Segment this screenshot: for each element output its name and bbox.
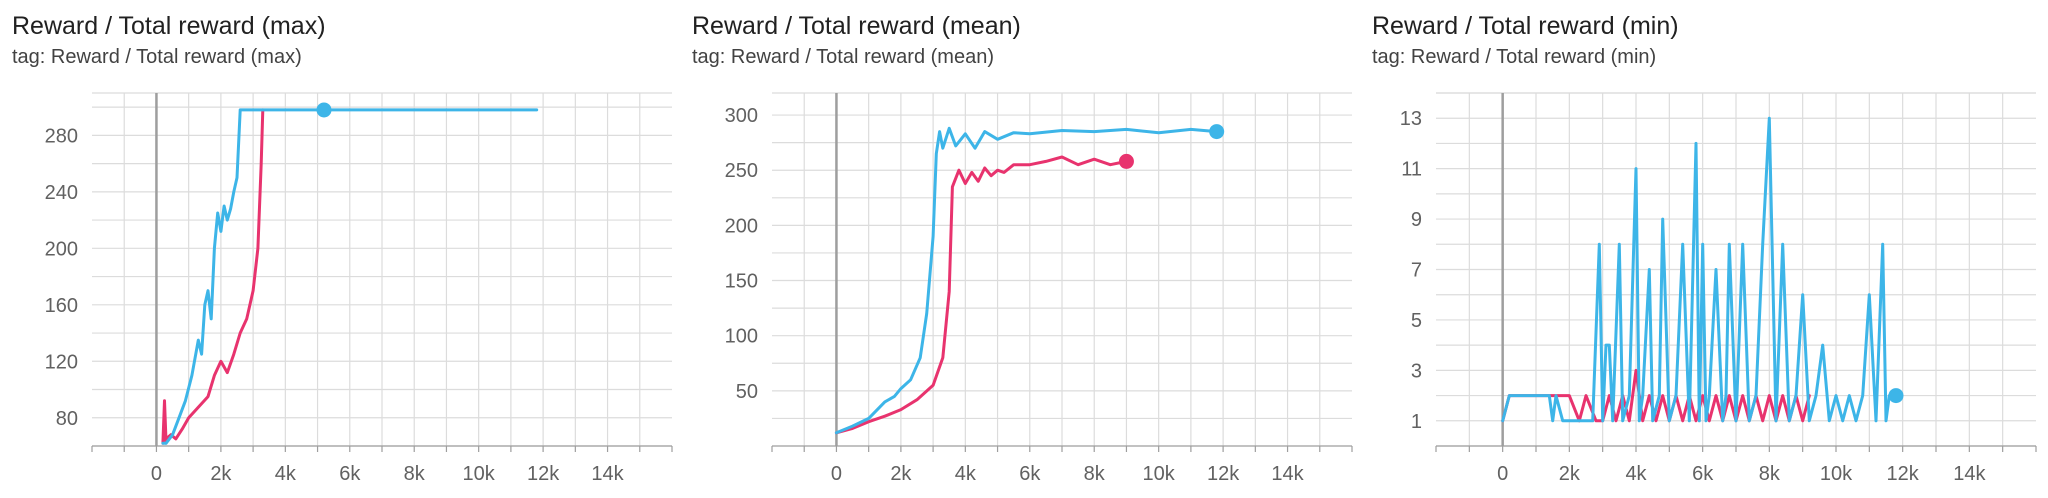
- series-marker-1: [316, 102, 332, 118]
- y-tick-label: 9: [1411, 209, 1422, 231]
- y-tick-label: 100: [725, 326, 758, 348]
- x-tick-label: 8k: [1759, 463, 1781, 485]
- y-tick-label: 250: [725, 160, 758, 182]
- series-line-0: [1501, 368, 1811, 423]
- y-tick-label: 200: [45, 238, 78, 260]
- y-tick-label: 120: [45, 351, 78, 373]
- x-tick-label: 12k: [1207, 463, 1240, 485]
- chart-mean[interactable]: 0 2k 4k 6k 8k 10k 12k 14k 50 100 150 200 250 300: [680, 0, 1360, 498]
- x-tick-label: 0: [1497, 463, 1508, 485]
- chart-panel-max: Reward / Total reward (max) tag: Reward …: [0, 0, 680, 498]
- chart-tag: tag: Reward / Total reward (mean): [692, 46, 994, 68]
- chart-panel-mean: Reward / Total reward (mean) tag: Reward…: [680, 0, 1360, 498]
- chart-title: Reward / Total reward (mean): [692, 12, 1021, 40]
- series-marker-0: [1118, 153, 1134, 169]
- x-tick-label: 12k: [1887, 463, 1920, 485]
- x-tick-label: 14k: [1271, 463, 1304, 485]
- y-tick-label: 150: [725, 271, 758, 293]
- x-tick-label: 14k: [1953, 463, 1986, 485]
- y-tick-label: 50: [736, 381, 758, 403]
- x-tick-label: 6k: [339, 463, 361, 485]
- chart-title: Reward / Total reward (min): [1372, 12, 1679, 40]
- x-tick-label: 4k: [275, 463, 297, 485]
- y-tick-label: 3: [1411, 360, 1422, 382]
- chart-tag: tag: Reward / Total reward (max): [12, 46, 302, 68]
- x-tick-label: 8k: [1084, 463, 1106, 485]
- series-marker-1: [1209, 124, 1225, 140]
- y-tick-label: 200: [725, 215, 758, 237]
- x-tick-label: 10k: [1143, 463, 1176, 485]
- y-tick-label: 240: [45, 182, 78, 204]
- y-tick-label: 300: [725, 105, 758, 127]
- series-line-0: [161, 108, 265, 445]
- y-tick-label: 1: [1411, 411, 1422, 433]
- x-tick-label: 14k: [591, 463, 624, 485]
- y-tick-label: 13: [1400, 108, 1422, 130]
- x-tick-label: 0: [151, 463, 162, 485]
- chart-tag: tag: Reward / Total reward (min): [1372, 46, 1657, 68]
- y-tick-label: 80: [56, 408, 78, 430]
- x-tick-label: 0: [831, 463, 842, 485]
- y-tick-label: 11: [1401, 159, 1422, 181]
- series-line-1: [161, 108, 539, 445]
- chart-panel-min: Reward / Total reward (min) tag: Reward …: [1360, 0, 2048, 498]
- series-marker-1: [1888, 388, 1904, 404]
- x-tick-label: 10k: [1820, 463, 1853, 485]
- x-tick-label: 6k: [1692, 463, 1714, 485]
- x-tick-label: 4k: [1625, 463, 1647, 485]
- x-tick-label: 2k: [890, 463, 912, 485]
- chart-title: Reward / Total reward (max): [12, 12, 326, 40]
- series-line-1: [1501, 116, 1898, 423]
- y-tick-label: 7: [1411, 260, 1422, 282]
- x-tick-label: 12k: [527, 463, 560, 485]
- y-tick-label: 280: [45, 125, 78, 147]
- y-tick-label: 160: [45, 295, 78, 317]
- chart-max[interactable]: 0 2k 4k 6k 8k 10k 12k 14k 80 120 160 200 240 280: [0, 0, 680, 498]
- x-tick-label: 2k: [1559, 463, 1581, 485]
- x-tick-label: 6k: [1019, 463, 1041, 485]
- series-line-0: [834, 155, 1128, 435]
- series-line-1: [834, 126, 1219, 435]
- y-tick-label: 5: [1411, 310, 1422, 332]
- x-tick-label: 8k: [404, 463, 426, 485]
- x-tick-label: 2k: [210, 463, 232, 485]
- x-tick-label: 10k: [463, 463, 496, 485]
- x-tick-label: 4k: [955, 463, 977, 485]
